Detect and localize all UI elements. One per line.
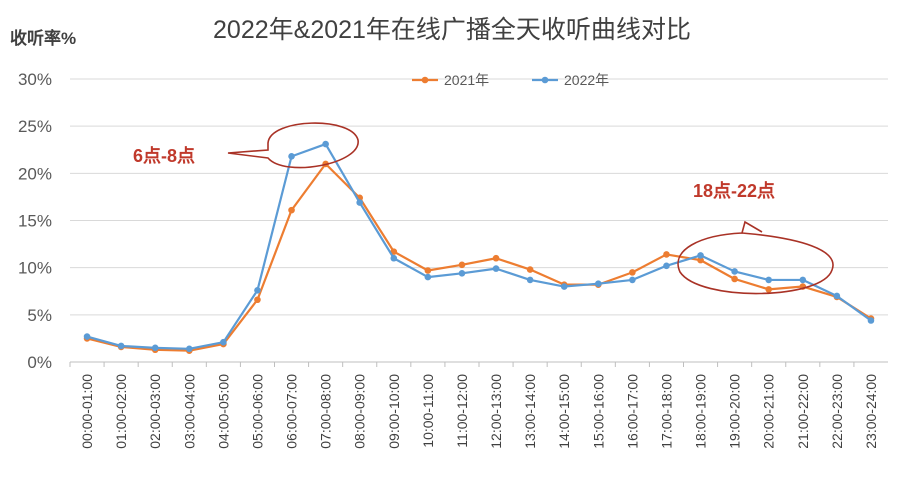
y-tick-label: 25% bbox=[18, 117, 52, 136]
x-tick-label: 21:00-22:00 bbox=[795, 374, 811, 449]
x-tick-label: 15:00-16:00 bbox=[590, 374, 606, 449]
data-point bbox=[254, 296, 261, 304]
annotation-label: 18点-22点 bbox=[693, 180, 775, 201]
data-point bbox=[526, 266, 534, 273]
y-tick-labels: 0% 5% 10% 15% 20% 25% 30% bbox=[18, 70, 52, 372]
data-point bbox=[220, 338, 227, 346]
data-point bbox=[424, 267, 432, 274]
series-line-0 bbox=[86, 162, 872, 352]
legend-label: 2021年 bbox=[444, 72, 489, 88]
chart-title: 2022年&2021年在线广播全天收听曲线对比 bbox=[213, 16, 691, 44]
x-tick-label: 08:00-09:00 bbox=[352, 374, 368, 449]
x-tick-label: 18:00-19:00 bbox=[693, 374, 709, 449]
data-point bbox=[458, 261, 466, 269]
callout-ellipse-morning bbox=[227, 122, 359, 169]
legend-label: 2022年 bbox=[564, 72, 609, 88]
data-point bbox=[663, 251, 670, 258]
y-tick-label: 5% bbox=[27, 306, 52, 325]
data-point bbox=[356, 199, 364, 206]
x-tick-label: 01:00-02:00 bbox=[113, 374, 129, 449]
data-point bbox=[594, 280, 602, 288]
x-tick-label: 02:00-03:00 bbox=[147, 374, 163, 449]
x-tick-label: 07:00-08:00 bbox=[318, 374, 334, 449]
data-point bbox=[254, 287, 261, 294]
data-point bbox=[867, 317, 875, 324]
x-tick-label: 10:00-11:00 bbox=[420, 374, 436, 448]
data-point bbox=[83, 333, 91, 340]
x-tick-label: 00:00-01:00 bbox=[79, 374, 95, 449]
x-tick-labels: 00:00-01:00 01:00-02:00 02:00-03:00 03:00-0… bbox=[79, 374, 879, 449]
annotations: 6点-8点 18点-22点 bbox=[133, 122, 834, 295]
data-point bbox=[458, 270, 466, 277]
data-point bbox=[560, 283, 568, 290]
x-tick-label: 13:00-14:00 bbox=[522, 374, 538, 449]
data-point bbox=[390, 248, 398, 255]
data-point bbox=[117, 342, 125, 350]
data-point bbox=[424, 273, 432, 281]
x-tick-label: 23:00-24:00 bbox=[863, 374, 879, 449]
data-point bbox=[629, 269, 636, 276]
annotation-label: 6点-8点 bbox=[133, 145, 195, 166]
grid-lines bbox=[69, 78, 888, 367]
y-tick-label: 30% bbox=[18, 70, 52, 89]
data-point bbox=[492, 265, 500, 272]
y-tick-label: 20% bbox=[18, 164, 52, 183]
x-tick-label: 19:00-20:00 bbox=[727, 374, 743, 449]
x-tick-label: 06:00-07:00 bbox=[284, 374, 300, 449]
x-tick-label: 14:00-15:00 bbox=[556, 374, 572, 449]
data-point bbox=[765, 286, 773, 293]
data-point bbox=[833, 292, 841, 300]
data-point bbox=[288, 206, 295, 214]
series-group bbox=[83, 140, 875, 354]
y-axis-label: 收听率% bbox=[10, 28, 76, 48]
x-tick-label: 12:00-13:00 bbox=[488, 374, 504, 449]
series-line-1 bbox=[86, 142, 872, 350]
legend-marker bbox=[541, 76, 549, 84]
callout-ellipse-evening bbox=[677, 220, 834, 295]
data-point bbox=[697, 252, 704, 259]
data-point bbox=[322, 140, 329, 148]
y-tick-label: 15% bbox=[18, 212, 52, 231]
x-tick-label: 22:00-23:00 bbox=[829, 374, 845, 449]
data-point bbox=[765, 276, 773, 284]
x-tick-label: 05:00-06:00 bbox=[249, 374, 265, 449]
legend: 2021年 2022年 bbox=[412, 72, 609, 88]
data-point bbox=[492, 254, 500, 262]
x-tick-label: 03:00-04:00 bbox=[181, 374, 197, 449]
data-point bbox=[799, 276, 807, 284]
x-tick-label: 04:00-05:00 bbox=[215, 374, 231, 449]
x-tick-label: 17:00-18:00 bbox=[658, 374, 674, 449]
legend-marker bbox=[421, 76, 429, 84]
data-point bbox=[731, 268, 738, 275]
x-tick-label: 20:00-21:00 bbox=[761, 374, 777, 449]
y-tick-label: 10% bbox=[18, 259, 52, 278]
x-tick-label: 09:00-10:00 bbox=[386, 374, 402, 449]
data-point bbox=[629, 276, 636, 284]
data-point bbox=[185, 345, 193, 353]
data-point bbox=[288, 153, 295, 160]
data-point bbox=[731, 275, 738, 283]
data-point bbox=[151, 344, 159, 352]
x-tick-label: 11:00-12:00 bbox=[454, 374, 470, 448]
x-tick-label: 16:00-17:00 bbox=[624, 374, 640, 449]
y-tick-label: 0% bbox=[27, 353, 52, 372]
data-point bbox=[663, 262, 670, 270]
data-point bbox=[697, 256, 704, 264]
data-point bbox=[390, 254, 398, 262]
data-point bbox=[526, 276, 534, 284]
